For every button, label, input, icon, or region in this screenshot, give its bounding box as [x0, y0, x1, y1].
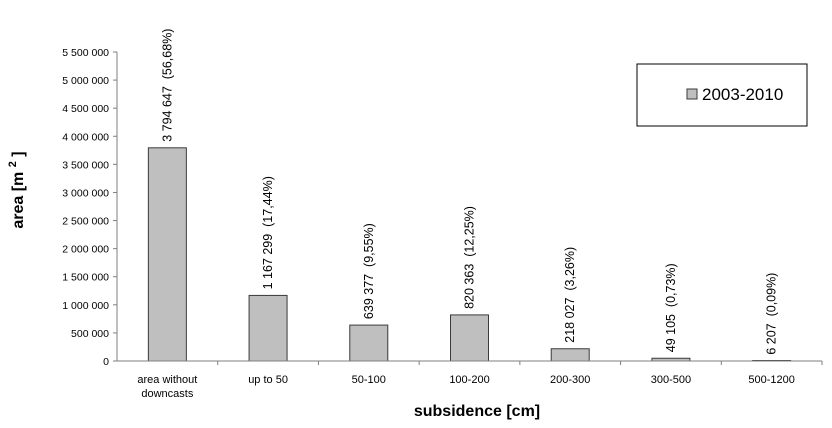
- bar-data-label: 3 794 647 (56,68%): [160, 29, 174, 142]
- bar-data-label: 1 167 299 (17,44%): [261, 176, 275, 289]
- bar: [147, 147, 187, 362]
- bar-data-label: 218 027 (3,26%): [563, 247, 577, 343]
- x-category-label: 200-300: [550, 374, 590, 386]
- y-tick-label: 2 500 000: [62, 216, 109, 228]
- x-category-label: up to 50: [248, 374, 288, 386]
- legend-swatch: [686, 88, 698, 100]
- x-category-label: 300-500: [651, 374, 691, 386]
- y-tick-label: 0: [103, 356, 109, 368]
- x-category-label: area without downcasts: [137, 374, 197, 400]
- y-axis-title-text: area [m: [10, 172, 27, 229]
- y-tick-label: 5 000 000: [62, 75, 109, 87]
- legend-label: 2003-2010: [702, 85, 783, 104]
- bar: [450, 314, 489, 362]
- y-tick-label: 5 500 000: [62, 47, 109, 59]
- bar: [349, 324, 389, 362]
- bars-group: [147, 147, 792, 362]
- y-axis-title-close: ]: [10, 151, 27, 156]
- data-labels-group: 3 794 647 (56,68%) 1 167 299 (17,44%) 639 …: [160, 29, 778, 355]
- legend-box: [636, 63, 808, 127]
- y-tick-label: 3 000 000: [62, 187, 109, 199]
- bar-data-label: 49 105 (0,73%): [664, 263, 678, 352]
- x-category-label: 50-100: [352, 374, 386, 386]
- y-tick-label: 4 000 000: [62, 131, 109, 143]
- x-axis-category-labels: area without downcasts up to 50 50-100 100-2…: [137, 361, 823, 400]
- y-axis-title-superscript: 2: [7, 161, 19, 167]
- y-axis-ticks: 0 500 000 1 000 000 1 500 000 2 000 000 2 500…: [62, 47, 117, 368]
- y-tick-label: 500 000: [71, 328, 109, 340]
- y-axis-title: area [m 2 ]: [3, 151, 27, 228]
- legend: 2003-2010: [636, 63, 808, 127]
- bar: [550, 348, 590, 362]
- y-tick-label: 3 500 000: [62, 159, 109, 171]
- bar-data-label: 639 377 (9,55%): [362, 223, 376, 319]
- x-category-label: 500-1200: [748, 374, 795, 386]
- y-tick-label: 1 000 000: [62, 300, 109, 312]
- bar-data-label: 820 363 (12,25%): [463, 206, 477, 309]
- bar: [248, 294, 288, 362]
- x-axis-title: subsidence [cm]: [414, 403, 540, 420]
- y-tick-label: 4 500 000: [62, 103, 109, 115]
- y-tick-label: 2 000 000: [62, 244, 109, 256]
- y-tick-label: 1 500 000: [62, 272, 109, 284]
- bar-data-label: 6 207 (0,09%): [765, 273, 779, 355]
- x-category-label: 100-200: [449, 374, 489, 386]
